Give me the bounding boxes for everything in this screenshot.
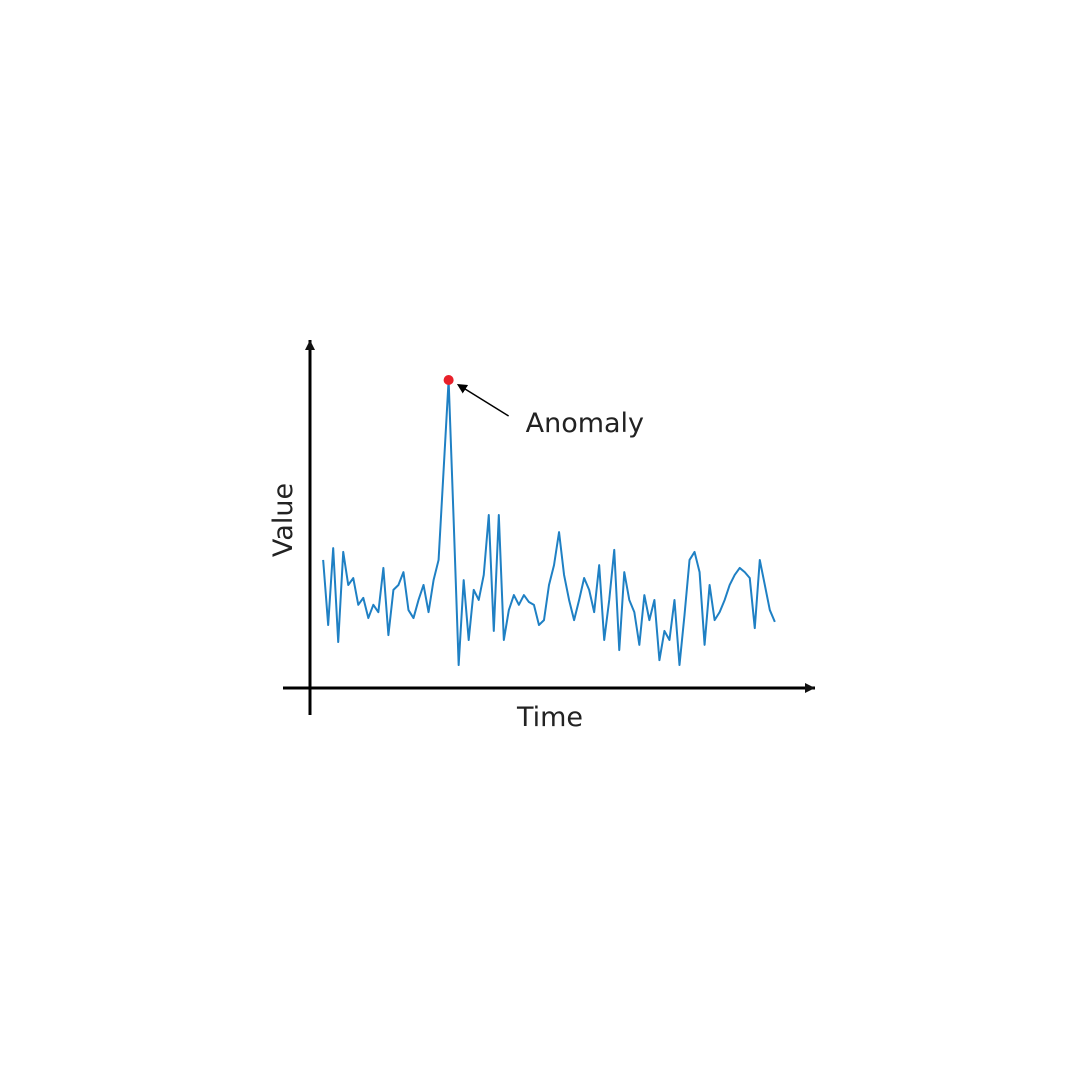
annotation-arrow	[456, 383, 510, 417]
anomaly-point	[443, 375, 454, 386]
annotation-text: Anomaly	[526, 408, 644, 439]
y-axis-label: Value	[268, 483, 299, 557]
line	[322, 379, 776, 667]
x-axis-label: Time	[516, 702, 583, 733]
